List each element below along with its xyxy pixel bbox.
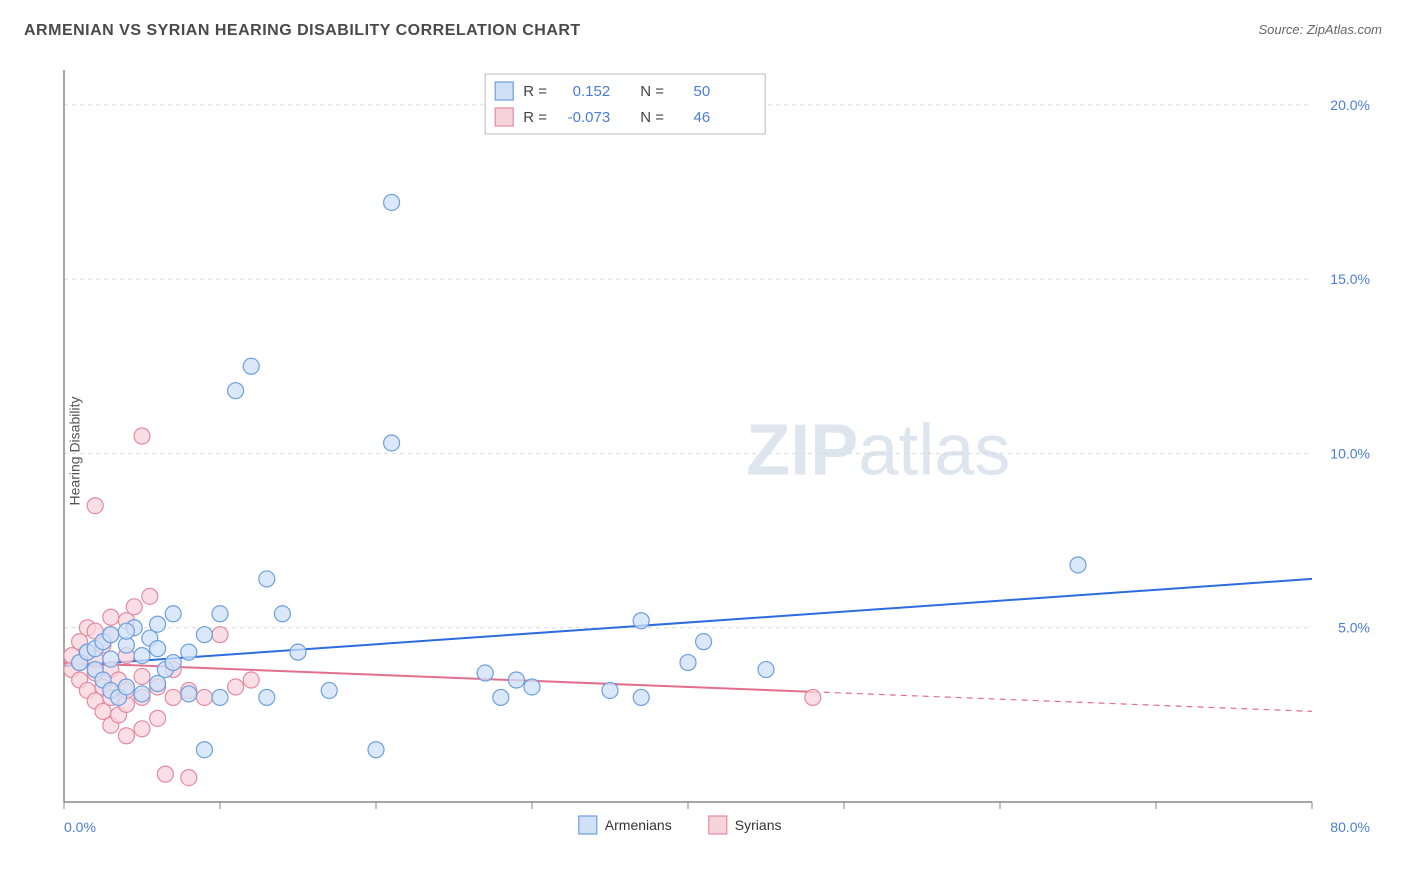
syrians-point (150, 710, 166, 726)
syrians-point (95, 703, 111, 719)
source-label: Source: ZipAtlas.com (1258, 22, 1382, 37)
armenians-point (1070, 557, 1086, 573)
armenians-point (134, 686, 150, 702)
bottom-legend-label-armenians: Armenians (605, 817, 672, 833)
armenians-point (103, 627, 119, 643)
legend-r-label: R = (523, 83, 547, 100)
scatter-chart: 5.0% 10.0% 15.0% 20.0% ZIPatlas 0.0% 80.0% R = 0… (50, 56, 1386, 846)
syrians-point (212, 627, 228, 643)
armenians-point (384, 194, 400, 210)
syrians-point (126, 599, 142, 615)
armenians-point (181, 686, 197, 702)
chart-title: ARMENIAN VS SYRIAN HEARING DISABILITY CO… (24, 22, 581, 40)
legend-swatch-syrians (495, 108, 513, 126)
armenians-point (493, 689, 509, 705)
armenians-point (524, 679, 540, 695)
syrians-point (243, 672, 259, 688)
armenians-point (243, 358, 259, 374)
armenians-point (134, 648, 150, 664)
armenians-trend-line (64, 579, 1312, 666)
syrians-point (228, 679, 244, 695)
syrians-point (196, 689, 212, 705)
y-axis-label: Hearing Disability (66, 397, 82, 506)
bottom-legend-swatch-armenians (579, 816, 597, 834)
armenians-point (274, 606, 290, 622)
armenians-point (165, 606, 181, 622)
x-tick-label: 80.0% (1330, 819, 1370, 835)
armenians-point (212, 689, 228, 705)
armenians-point (228, 383, 244, 399)
legend-r-value-syrians: -0.073 (568, 109, 611, 126)
armenians-point (196, 742, 212, 758)
armenians-point (633, 689, 649, 705)
syrians-point (157, 766, 173, 782)
bottom-legend-swatch-syrians (709, 816, 727, 834)
armenians-point (150, 675, 166, 691)
armenians-point (103, 651, 119, 667)
armenians-point (758, 662, 774, 678)
armenians-point (602, 682, 618, 698)
armenians-point (368, 742, 384, 758)
plot-area: Hearing Disability 5.0% 10.0% 15.0% 20.0% ZI… (50, 56, 1386, 846)
watermark: ZIPatlas (746, 411, 1010, 491)
armenians-point (118, 623, 134, 639)
armenians-point (384, 435, 400, 451)
armenians-point (321, 682, 337, 698)
y-tick-label: 10.0% (1330, 445, 1370, 461)
syrians-trend-line-dashed (813, 692, 1312, 712)
armenians-point (259, 571, 275, 587)
armenians-point (165, 655, 181, 671)
armenians-point (212, 606, 228, 622)
y-tick-label: 15.0% (1330, 271, 1370, 287)
legend-n-label: N = (640, 109, 664, 126)
syrians-point (805, 689, 821, 705)
syrians-point (87, 498, 103, 514)
armenians-point (181, 644, 197, 660)
legend-r-label: R = (523, 109, 547, 126)
armenians-point (150, 641, 166, 657)
armenians-point (696, 634, 712, 650)
armenians-point (118, 679, 134, 695)
armenians-point (633, 613, 649, 629)
armenians-point (290, 644, 306, 660)
syrians-point (134, 721, 150, 737)
syrians-point (118, 728, 134, 744)
syrians-point (181, 770, 197, 786)
legend-r-value-armenians: 0.152 (573, 83, 611, 100)
syrians-point (142, 588, 158, 604)
legend-n-value-syrians: 46 (694, 109, 711, 126)
y-tick-label: 20.0% (1330, 97, 1370, 113)
syrians-point (134, 428, 150, 444)
armenians-point (150, 616, 166, 632)
x-tick-label: 0.0% (64, 819, 96, 835)
syrians-point (103, 609, 119, 625)
armenians-point (477, 665, 493, 681)
syrians-point (165, 689, 181, 705)
syrians-point (134, 669, 150, 685)
armenians-point (508, 672, 524, 688)
armenians-point (259, 689, 275, 705)
bottom-legend-label-syrians: Syrians (735, 817, 782, 833)
y-tick-label: 5.0% (1338, 620, 1370, 636)
legend-n-value-armenians: 50 (694, 83, 711, 100)
armenians-point (680, 655, 696, 671)
legend-n-label: N = (640, 83, 664, 100)
armenians-point (196, 627, 212, 643)
legend-swatch-armenians (495, 82, 513, 100)
